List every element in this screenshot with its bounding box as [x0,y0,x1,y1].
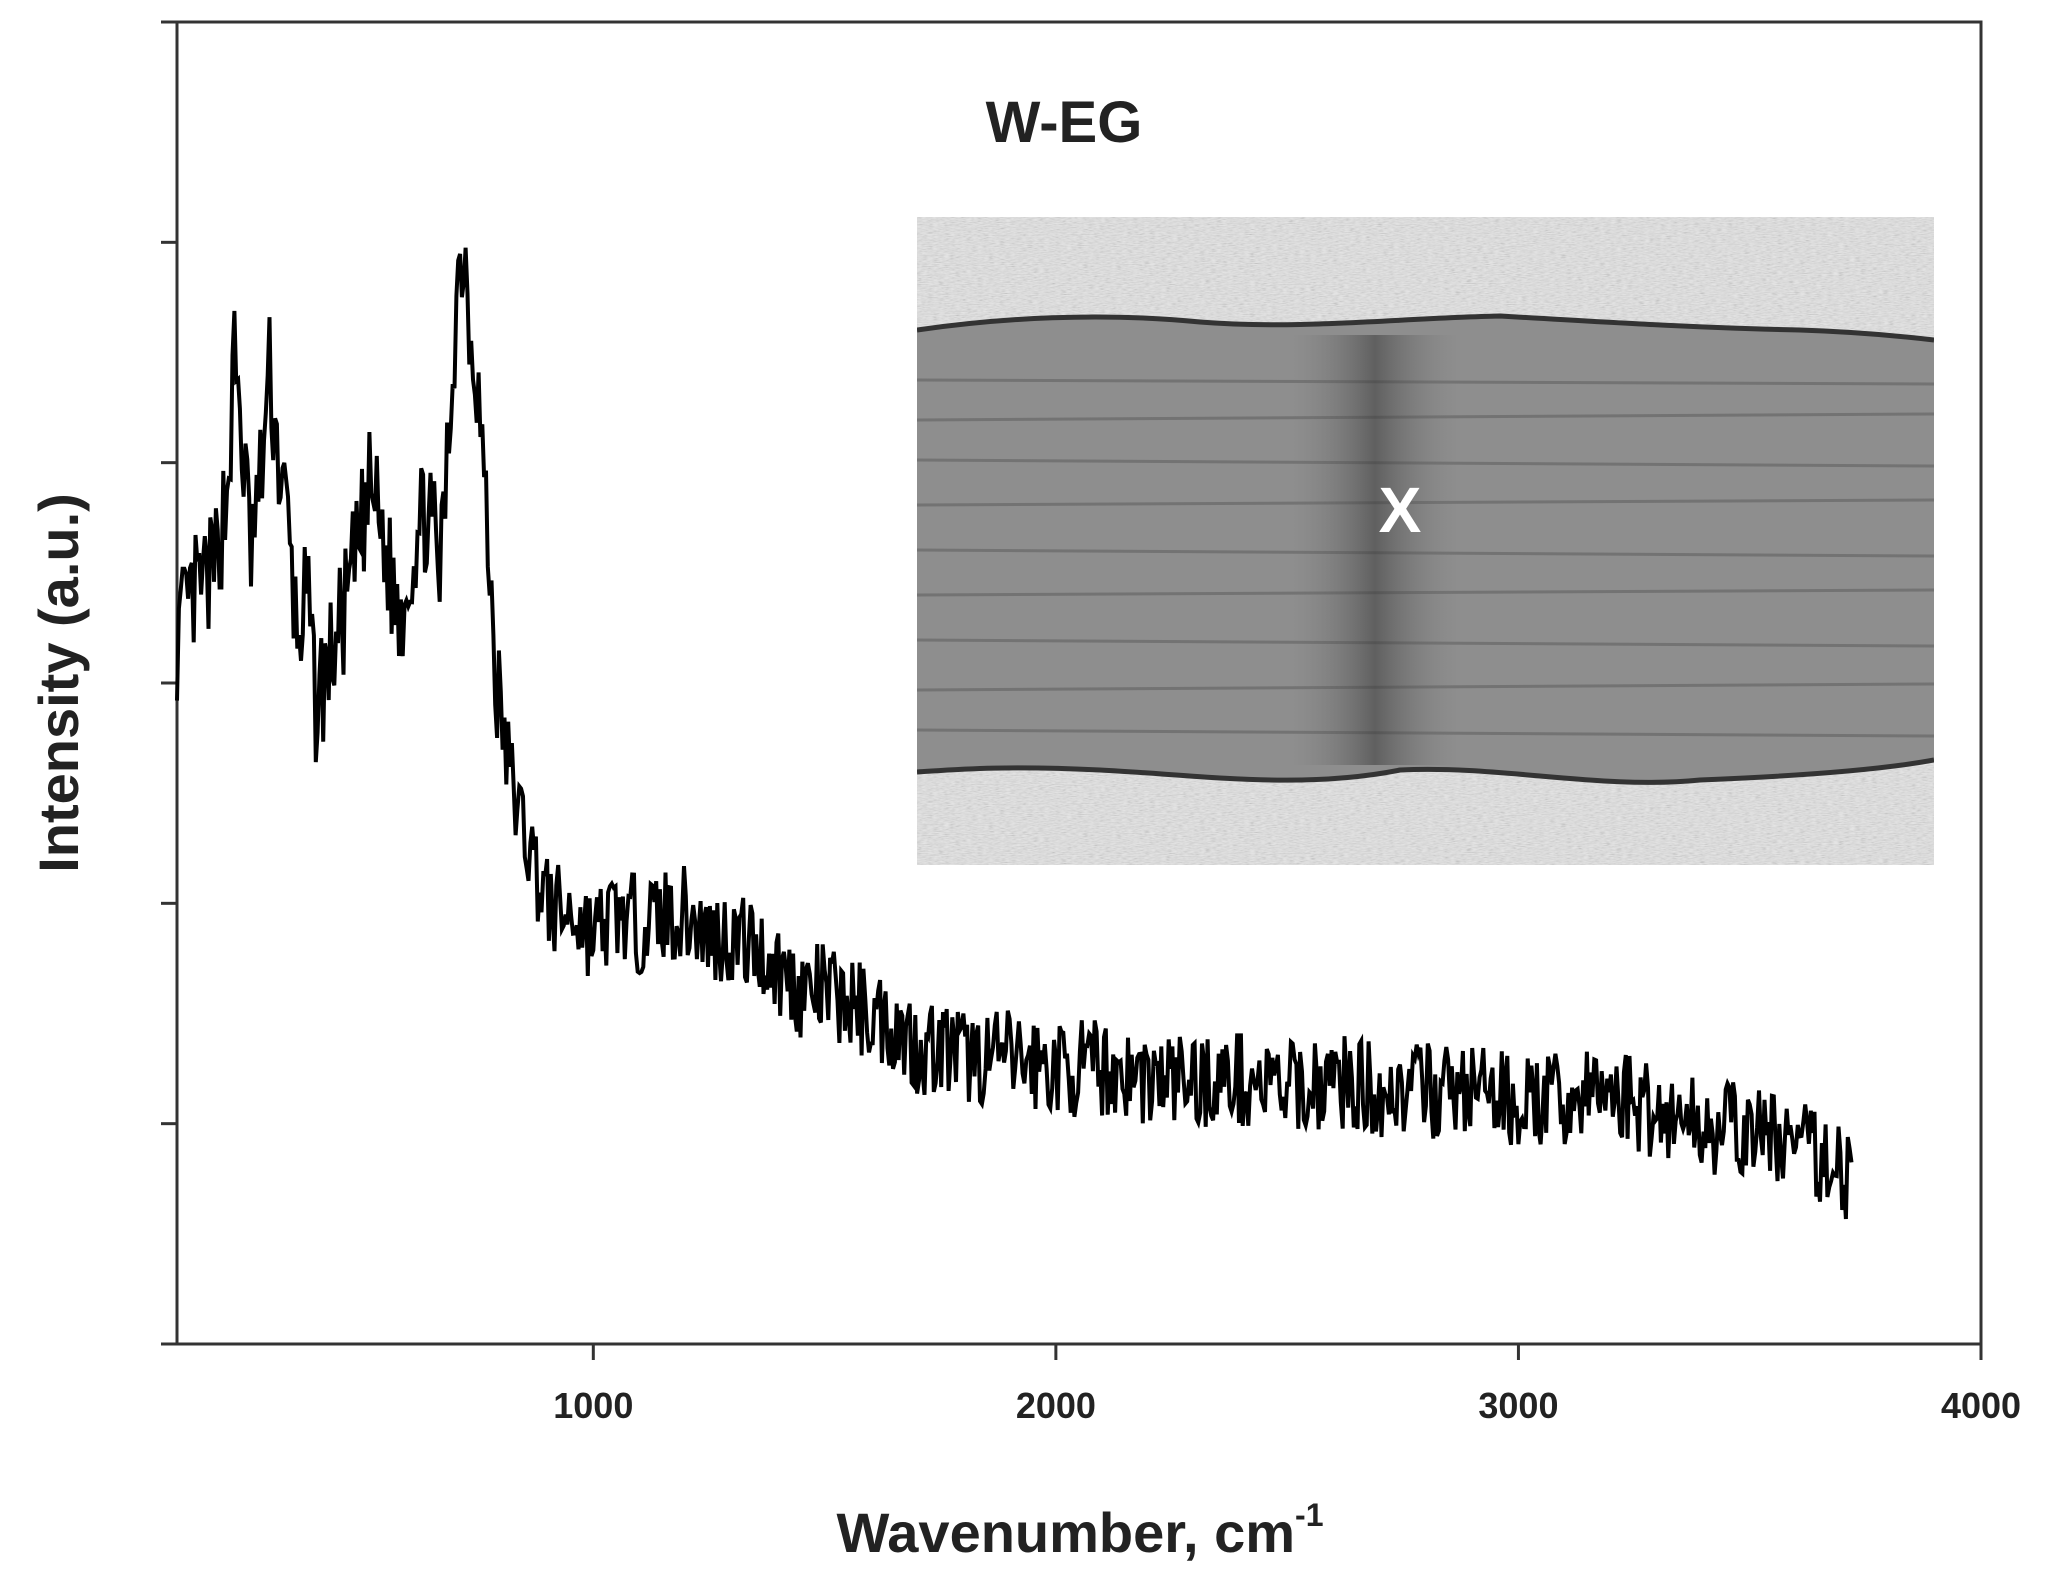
track-edge-top [917,313,1934,343]
x-tick-label-1000: 1000 [553,1385,633,1426]
chart-title: W-EG [986,90,1143,155]
track-edge-bottom [917,757,1934,785]
series-line-0 [175,247,1854,1220]
x-axis-ticks: 1000 2000 3000 4000 [553,1344,2021,1426]
dark-band [1290,335,1460,765]
inset-micrograph: X [917,217,1934,865]
x-tick-label-2000: 2000 [1016,1385,1096,1426]
y-axis-title: Intensity (a.u.) [27,493,90,873]
series-layer [175,247,1854,1220]
x-tick-label-3000: 3000 [1478,1385,1558,1426]
inset-marker-label: X [1379,474,1422,546]
x-axis-title-superscript: -1 [1295,1497,1323,1533]
x-axis-title: Wavenumber, cm-1 [837,1497,1324,1564]
x-tick-label-4000: 4000 [1941,1385,2021,1426]
y-axis-ticks [161,20,177,1346]
x-axis-title-text: Wavenumber, cm [837,1501,1296,1564]
